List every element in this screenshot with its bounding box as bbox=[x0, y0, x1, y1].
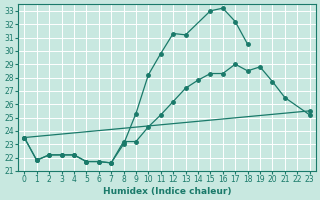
X-axis label: Humidex (Indice chaleur): Humidex (Indice chaleur) bbox=[103, 187, 231, 196]
